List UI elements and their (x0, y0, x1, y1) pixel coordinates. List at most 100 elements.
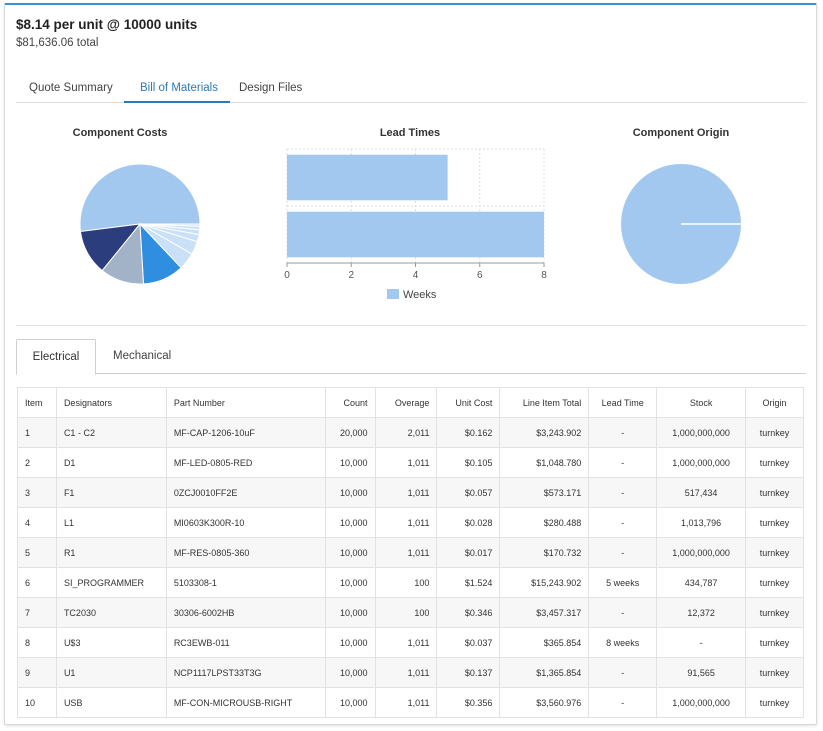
cell-count: 10,000 (324, 627, 376, 658)
column-header-origin[interactable]: Origin (745, 387, 804, 418)
quote-card: $8.14 per unit @ 10000 units $81,636.06 … (4, 3, 817, 725)
cell-part-number: MF-LED-0805-RED (165, 447, 326, 478)
cell-overage: 1,011 (374, 537, 438, 568)
bom-subtabs: Electrical Mechanical (16, 339, 806, 375)
cell-overage: 2,011 (374, 417, 438, 448)
cell-lead-time: 8 weeks (588, 627, 658, 658)
table-row: 5 R1 MF-RES-0805-360 10,000 1,011 $0.017 $170.… (17, 537, 804, 568)
cell-line-item-total: $15,243.902 (499, 567, 590, 598)
cell-item: 3 (17, 477, 57, 508)
cell-item: 10 (17, 687, 57, 718)
cell-lead-time: - (588, 597, 658, 628)
lead-times-bar-chart: 0 2 4 6 8 Weeks (284, 148, 547, 301)
column-header-unit-cost[interactable]: Unit Cost (436, 387, 501, 418)
cell-origin: turnkey (745, 627, 804, 658)
cell-line-item-total: $365.854 (499, 627, 590, 658)
cell-designators: USB (55, 687, 167, 718)
component-costs-title: Component Costs (72, 127, 168, 139)
cell-item: 6 (17, 567, 57, 598)
cell-count: 20,000 (324, 417, 376, 448)
lead-times-title: Lead Times (379, 127, 441, 139)
tab-quote-summary[interactable]: Quote Summary (29, 82, 113, 94)
cell-overage: 1,011 (374, 687, 438, 718)
cell-line-item-total: $1,365.854 (499, 657, 590, 688)
tab-mechanical[interactable]: Mechanical (113, 350, 172, 362)
cell-lead-time: - (588, 417, 658, 448)
cell-part-number: MI0603K300R-10 (165, 507, 326, 538)
bom-table: Item Designators Part Number Count Overa… (17, 387, 804, 718)
cell-overage: 1,011 (374, 507, 438, 538)
cell-lead-time: - (588, 537, 658, 568)
cell-item: 5 (17, 537, 57, 568)
cell-unit-cost: $0.017 (436, 537, 501, 568)
cell-designators: C1 - C2 (55, 417, 167, 448)
cell-part-number: MF-RES-0805-360 (165, 537, 326, 568)
lead-times-x-tick-label: 2 (348, 270, 354, 281)
column-header-line-item-total[interactable]: Line Item Total (499, 387, 590, 418)
column-header-part-number[interactable]: Part Number (165, 387, 326, 418)
cell-stock: 1,000,000,000 (656, 447, 747, 478)
cell-overage: 1,011 (374, 627, 438, 658)
table-row: 3 F1 0ZCJ0010FF2E 10,000 1,011 $0.057 $573.171… (17, 477, 804, 508)
cell-lead-time: - (588, 507, 658, 538)
cell-origin: turnkey (745, 477, 804, 508)
cell-stock: 1,000,000,000 (656, 417, 747, 448)
column-header-overage[interactable]: Overage (374, 387, 438, 418)
cell-overage: 1,011 (374, 657, 438, 688)
tab-electrical[interactable]: Electrical (16, 339, 96, 375)
cell-stock: 91,565 (656, 657, 747, 688)
cell-unit-cost: $0.057 (436, 477, 501, 508)
cell-unit-cost: $0.105 (436, 447, 501, 478)
table-header-row: Item Designators Part Number Count Overa… (17, 387, 804, 418)
cell-unit-cost: $0.137 (436, 657, 501, 688)
cell-unit-cost: $1.524 (436, 567, 501, 598)
cell-part-number: MF-CAP-1206-10uF (165, 417, 326, 448)
cell-count: 10,000 (324, 477, 376, 508)
price-per-unit: $8.14 per unit @ 10000 units (16, 17, 198, 32)
cell-lead-time: - (588, 657, 658, 688)
cell-item: 1 (17, 417, 57, 448)
cell-origin: turnkey (745, 447, 804, 478)
cell-line-item-total: $170.732 (499, 537, 590, 568)
lead-times-bar-u-3[interactable] (287, 154, 448, 201)
cell-unit-cost: $0.356 (436, 687, 501, 718)
cell-line-item-total: $280.488 (499, 507, 590, 538)
cell-count: 10,000 (324, 657, 376, 688)
cell-unit-cost: $0.346 (436, 597, 501, 628)
table-row: 4 L1 MI0603K300R-10 10,000 1,011 $0.028 $280.4… (17, 507, 804, 538)
cell-part-number: 30306-6002HB (165, 597, 326, 628)
table-row: 7 TC2030 30306-6002HB 10,000 100 $0.346 $3,457… (17, 597, 804, 628)
cell-overage: 100 (374, 597, 438, 628)
cell-origin: turnkey (745, 507, 804, 538)
cell-item: 8 (17, 627, 57, 658)
table-row: 1 C1 - C2 MF-CAP-1206-10uF 20,000 2,011 $0.16… (17, 417, 804, 448)
cell-count: 10,000 (324, 447, 376, 478)
component-costs-slice-r1[interactable] (139, 223, 201, 227)
cell-part-number: 0ZCJ0010FF2E (165, 477, 326, 508)
cell-origin: turnkey (745, 567, 804, 598)
component-costs-slice-si-programmer[interactable] (79, 163, 201, 233)
component-costs-pie-chart (79, 163, 201, 285)
cell-unit-cost: $0.037 (436, 627, 501, 658)
cell-part-number: 5103308-1 (165, 567, 326, 598)
column-header-lead-time[interactable]: Lead Time (588, 387, 658, 418)
component-origin-title: Component Origin (632, 127, 730, 139)
cell-designators: U$3 (55, 627, 167, 658)
column-header-item[interactable]: Item (17, 387, 57, 418)
cell-designators: U1 (55, 657, 167, 688)
lead-times-legend-label: Weeks (403, 289, 437, 301)
cell-lead-time: - (588, 687, 658, 718)
cell-origin: turnkey (745, 417, 804, 448)
component-origin-pie-chart (621, 164, 741, 284)
active-tab-indicator (124, 101, 230, 103)
column-header-stock[interactable]: Stock (656, 387, 747, 418)
tab-bill-of-materials[interactable]: Bill of Materials (140, 82, 218, 94)
column-header-designators[interactable]: Designators (55, 387, 167, 418)
cell-stock: 517,434 (656, 477, 747, 508)
lead-times-legend-swatch (387, 289, 399, 299)
lead-times-bar-si-programmer[interactable] (287, 211, 544, 258)
column-header-count[interactable]: Count (324, 387, 376, 418)
tab-design-files[interactable]: Design Files (239, 82, 303, 94)
cell-designators: F1 (55, 477, 167, 508)
cell-origin: turnkey (745, 597, 804, 628)
